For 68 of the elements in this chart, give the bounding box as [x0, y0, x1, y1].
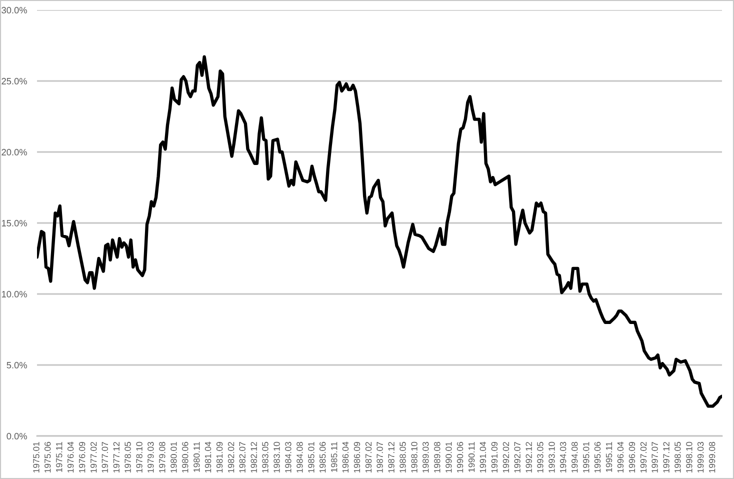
x-tick-label: 1990.01	[446, 442, 452, 473]
x-tick-label: 1994.08	[572, 442, 578, 473]
x-tick-label: 1991.04	[480, 442, 486, 473]
x-tick-label: 1982.02	[228, 442, 234, 473]
x-tick-label: 1975.11	[56, 442, 62, 472]
x-tick-label: 1985.06	[320, 442, 326, 473]
y-tick-label: 20.0%	[2, 148, 27, 156]
y-tick-label: 10.0%	[2, 290, 27, 298]
x-tick-label: 1996.09	[628, 442, 636, 473]
x-tick-label: 1980.11	[194, 442, 200, 472]
x-tick-label: 1984.08	[296, 442, 303, 473]
x-tick-label: 1977.02	[90, 442, 97, 473]
x-tick-label: 1989.08	[434, 442, 440, 473]
x-tick-label: 1978.10	[136, 442, 142, 473]
x-tick-label: 1982.07	[239, 442, 246, 473]
x-tick-label: 1995.11	[606, 442, 612, 472]
x-tick-label: 1975.01	[33, 442, 40, 473]
x-tick-label: 1990.06	[456, 442, 464, 473]
line-series	[37, 55, 722, 408]
x-tick-label: 1985.11	[331, 442, 338, 472]
y-tick-label: 5.0%	[6, 362, 27, 368]
x-tick-label: 1990.11	[468, 442, 475, 472]
x-tick-label: 1986.04	[342, 442, 349, 473]
y-tick-label: 15.0%	[2, 220, 27, 226]
x-tick-label: 1975.06	[44, 442, 51, 473]
x-tick-label: 1999.03	[697, 442, 704, 473]
x-tick-label: 1979.08	[159, 442, 166, 473]
x-tick-label: 1987.02	[365, 442, 372, 473]
x-tick-label: 1987.12	[388, 442, 394, 473]
x-tick-label: 1980.01	[170, 442, 177, 473]
x-tick-label: 1989.03	[422, 442, 429, 473]
x-tick-label: 1978.05	[124, 442, 131, 473]
x-tick-label: 1976.04	[67, 442, 74, 473]
x-tick-label: 1987.07	[376, 442, 383, 473]
x-tick-label: 1982.12	[250, 442, 257, 473]
x-tick-label: 1993.05	[537, 442, 544, 473]
y-tick-label: 25.0%	[2, 78, 27, 84]
x-tick-label: 1992.02	[502, 442, 510, 473]
x-tick-label: 1996.04	[617, 442, 624, 473]
x-tick-label: 1994.03	[560, 442, 566, 473]
x-tick-label: 1976.09	[78, 442, 86, 473]
x-tick-label: 1977.12	[113, 442, 120, 473]
x-tick-label: 1981.09	[216, 442, 223, 473]
x-tick-label: 1977.07	[102, 442, 108, 473]
x-tick-label: 1993.10	[548, 442, 555, 473]
x-tick-label: 1983.05	[262, 442, 268, 473]
x-tick-label: 1999.08	[708, 442, 716, 473]
x-tick-label: 1988.10	[411, 442, 418, 473]
x-tick-label: 1992.12	[526, 442, 532, 473]
x-tick-label: 1995.06	[594, 442, 601, 473]
x-tick-label: 1986.09	[354, 442, 360, 473]
x-tick-label: 1980.06	[182, 442, 188, 473]
x-tick-label: 1981.04	[204, 442, 212, 473]
y-tick-label: 30.0%	[2, 6, 27, 14]
x-tick-label: 1983.10	[274, 442, 280, 473]
x-tick-label: 1997.12	[663, 442, 670, 473]
x-tick-label: 1991.09	[491, 442, 498, 473]
x-tick-label: 1985.01	[308, 442, 314, 473]
y-tick-label: 0.0%	[6, 432, 27, 440]
x-tick-label: 1992.07	[514, 442, 520, 473]
x-tick-label: 1997.02	[640, 442, 647, 473]
x-tick-label: 1995.01	[583, 442, 590, 473]
x-tick-label: 1984.03	[285, 442, 292, 473]
x-tick-label: 1988.05	[400, 442, 406, 473]
x-tick-label: 1998.10	[686, 442, 692, 473]
x-tick-label: 1979.03	[148, 442, 154, 473]
x-tick-label: 1998.05	[674, 442, 681, 473]
x-tick-label: 1997.07	[652, 442, 658, 473]
